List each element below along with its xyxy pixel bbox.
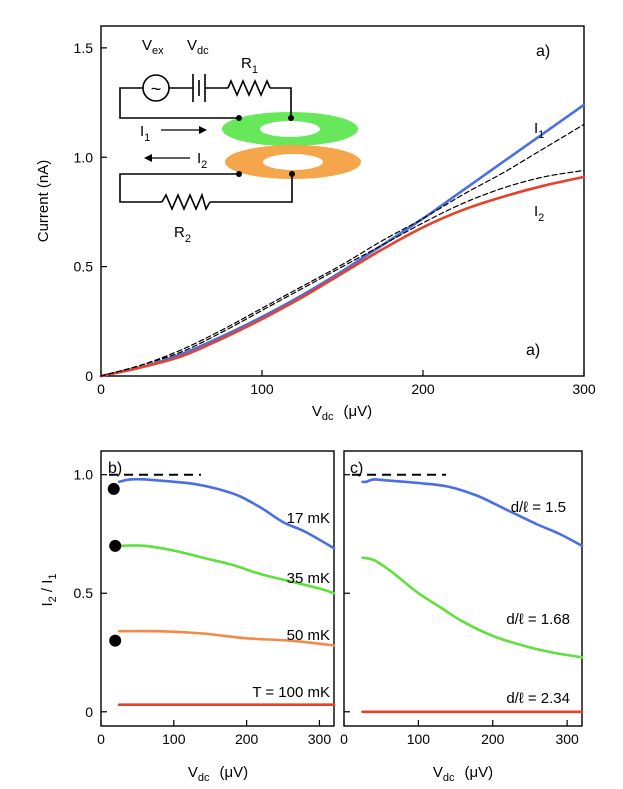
panel-a-series-line-4 [100, 169, 585, 377]
panel-a-ylabel: Current (nA) [35, 160, 52, 243]
inset-r1-label: R1 [241, 55, 258, 76]
label-100mk: T = 100 mK [252, 684, 330, 701]
ac-source-tilde: ~ [151, 79, 162, 99]
contact-dot [236, 115, 242, 121]
panel-b-series [109, 473, 336, 707]
current-arrow-left [144, 154, 190, 162]
panel-b-ylabel: I2 / I1 [39, 573, 59, 606]
label-dl-1-5: d/ℓ = 1.5 [511, 499, 566, 516]
inset-i1-label: I1 [140, 123, 150, 144]
dc-battery-symbol [192, 74, 206, 102]
inset-i2-label: I2 [197, 150, 207, 171]
label-i2: I2 [534, 203, 544, 224]
label-dl-1-68: d/ℓ = 1.68 [506, 611, 570, 628]
panel-b-ytick-label: 0.5 [74, 585, 94, 601]
panel-a-tag: a) [536, 43, 550, 60]
panel-b-ytick-label: 1.0 [74, 467, 94, 483]
panel-c-series [352, 473, 584, 714]
panel-a-ytick-label: 0.5 [74, 259, 94, 275]
bottom-ring-hole [263, 154, 323, 170]
panel-a-series-line-1 [99, 103, 586, 378]
panel-c-xtick-label: 100 [407, 731, 431, 747]
panel-b-ticks: 0 100 200 300 0 0.5 1.0 [74, 467, 332, 747]
panel-a-xtick-label: 0 [97, 381, 105, 397]
panel-a-xtick-label: 300 [572, 381, 596, 397]
panel-a-series-line-2 [99, 175, 586, 378]
panel-a-series-line-3 [100, 123, 585, 377]
panel-a-xtick-label: 200 [411, 381, 435, 397]
panel-b-frame [100, 450, 335, 727]
panel-b-tag: b) [108, 460, 122, 477]
panel-b-xlabel: Vdc (μV) [188, 764, 248, 784]
panel-c-xlabel: Vdc (μV) [433, 764, 493, 784]
panel-b-series-line-3 [117, 629, 336, 647]
panel-a-series [99, 103, 586, 378]
panel-b-xtick-label: 100 [162, 731, 186, 747]
label-17mk: 17 mK [287, 510, 330, 527]
panel-b-dot [109, 539, 122, 552]
circuit-inset: ~ [119, 37, 361, 245]
panel-c-xtick-label: 300 [555, 731, 579, 747]
inset-vex-label: Vex [142, 37, 164, 57]
panel-c-series-line-1 [361, 478, 584, 548]
panel-a: 0 100 200 300 0 0.5 1.0 1.5 Current (nA) Vdc (μV… [35, 25, 596, 423]
label-50mk: 50 mK [287, 627, 330, 644]
circuit-wires [119, 78, 293, 212]
panel-a-ticks: 0 100 200 300 0 0.5 1.0 1.5 [74, 40, 596, 397]
panel-c-xtick-label: 0 [340, 731, 348, 747]
panel-c-frame [343, 450, 583, 727]
current-arrow-right [161, 126, 207, 134]
panel-c: 0 100 200 300 c) Vdc (μV) d/ℓ = 1.5 d/ℓ = 1.… [340, 450, 584, 784]
panel-b-dot [109, 634, 122, 647]
panel-b-xtick-label: 0 [97, 731, 105, 747]
top-ring-hole [260, 121, 320, 137]
panel-b-dots [107, 482, 122, 647]
panel-b: 0 100 200 300 0 0.5 1.0 b) I2 / I1 Vdc (μV) 17 … [39, 450, 336, 784]
label-i1: I1 [534, 120, 544, 141]
panel-c-series-line-2 [361, 556, 584, 659]
inset-r2-label: R2 [174, 224, 191, 245]
panel-b-dot [107, 482, 120, 495]
panel-a-ytick-label: 0 [85, 368, 93, 384]
panel-b-series-line-2 [117, 544, 336, 595]
panel-c-ticks: 0 100 200 300 [340, 474, 579, 747]
panel-b-xtick-label: 200 [235, 731, 259, 747]
contact-dot [289, 171, 295, 177]
panel-b-ytick-label: 0 [85, 704, 93, 720]
label-35mk: 35 mK [287, 570, 330, 587]
contact-dot [236, 171, 242, 177]
panel-b-series-line-1 [117, 477, 336, 550]
panel-c-tag: c) [350, 460, 363, 477]
inset-vdc-label: Vdc [187, 37, 209, 57]
panel-b-xtick-label: 300 [308, 731, 332, 747]
panel-c-xtick-label: 200 [481, 731, 505, 747]
panel-a-ytick-label: 1.5 [74, 40, 94, 56]
panel-a-frame [100, 25, 585, 377]
panel-a-xtick-label: 100 [250, 381, 274, 397]
panel-a-xlabel: Vdc (μV) [312, 403, 372, 423]
panel-a-tag-lower: a) [526, 342, 540, 359]
contact-dot [288, 115, 294, 121]
panel-a-ytick-label: 1.0 [74, 149, 94, 165]
label-dl-2-34: d/ℓ = 2.34 [506, 690, 570, 707]
